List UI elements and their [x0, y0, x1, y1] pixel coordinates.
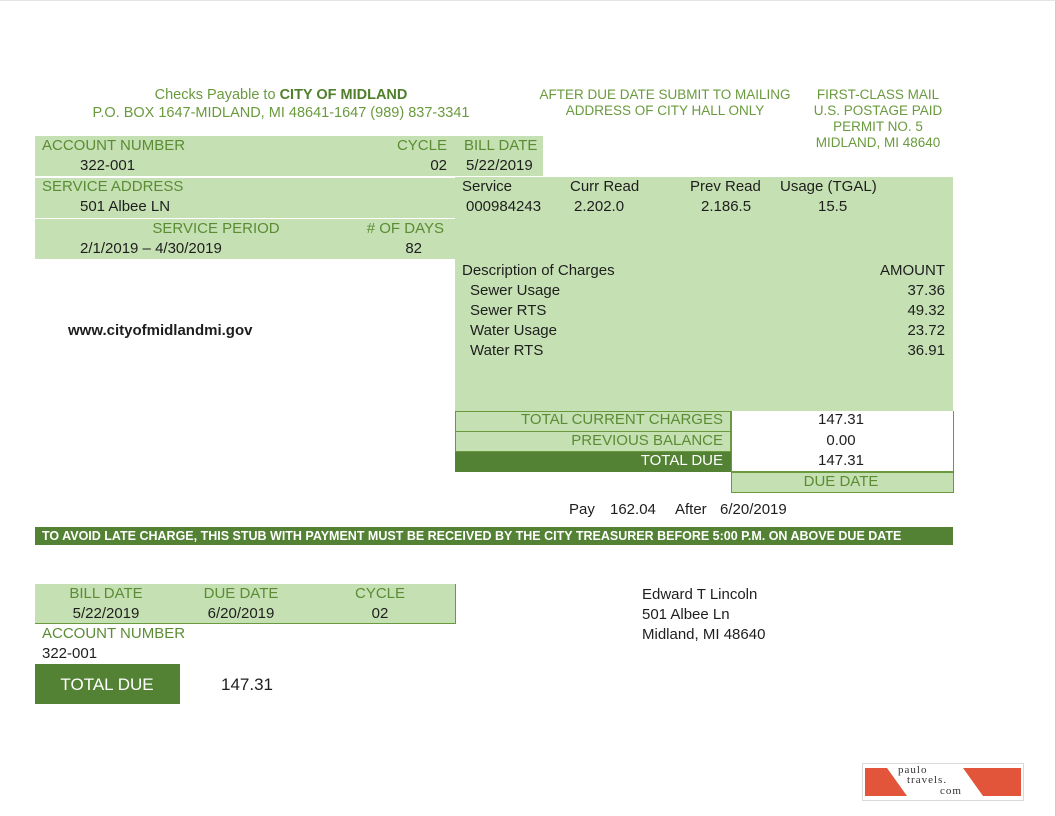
postage: MIDLAND, MI 48640 — [815, 135, 941, 150]
customer-name: Edward T Lincoln — [642, 586, 758, 603]
value: 6/20/2019 — [207, 605, 275, 622]
after-due-notice: ADDRESS OF CITY HALL ONLY — [565, 103, 765, 118]
checks-payable: Checks Payable to CITY OF MIDLAND — [155, 87, 408, 103]
total-value: 0.00 — [826, 432, 856, 449]
value: 2/1/2019 – 4/30/2019 — [80, 240, 222, 257]
late-label: After — [675, 501, 707, 518]
meter-header: Usage (TGAL) — [780, 178, 877, 195]
due-date-box — [731, 472, 954, 493]
label: BILL DATE — [464, 137, 538, 154]
label: SERVICE PERIOD — [152, 220, 280, 237]
value: 322-001 — [42, 645, 98, 662]
label: BILL DATE — [69, 585, 143, 602]
customer-address: 501 Albee Ln — [642, 606, 730, 623]
late-label: Pay — [569, 501, 595, 518]
total-label: TOTAL DUE — [640, 452, 723, 469]
label: CYCLE — [396, 137, 447, 154]
charge-description: Water RTS — [470, 342, 544, 359]
postage: FIRST-CLASS MAIL — [816, 87, 940, 102]
label: ACCOUNT NUMBER — [42, 625, 186, 642]
total-value: 147.31 — [818, 411, 864, 428]
charges-header: AMOUNT — [880, 262, 945, 279]
total-label: TOTAL CURRENT CHARGES — [521, 411, 723, 428]
charge-description: Sewer RTS — [470, 302, 547, 319]
meter-value: 2.202.0 — [574, 198, 625, 215]
value: 82 — [405, 240, 422, 257]
due-date-label: DUE DATE — [803, 473, 879, 490]
postage: PERMIT NO. 5 — [833, 119, 923, 134]
watermark-text: travels. — [907, 774, 948, 786]
service-address-box — [35, 178, 455, 218]
charge-description: Water Usage — [470, 322, 557, 339]
charges-header: Description of Charges — [462, 262, 615, 279]
charge-description: Sewer Usage — [470, 282, 561, 299]
notice-bar — [35, 527, 953, 545]
meter-header: Prev Read — [690, 178, 761, 195]
watermark-logo — [865, 768, 1021, 796]
stub-total-due-box — [35, 664, 180, 704]
label: DUE DATE — [203, 585, 279, 602]
after-due-notice: AFTER DUE DATE SUBMIT TO MAILING — [539, 87, 791, 102]
payable-prefix: Checks Payable to — [154, 87, 276, 103]
total-value: 147.31 — [818, 452, 864, 469]
previous-balance-box — [455, 431, 731, 452]
watermark-text: com — [940, 785, 962, 797]
logo-shape — [963, 768, 1021, 796]
charge-amount: 49.32 — [907, 302, 945, 319]
label: SERVICE ADDRESS — [42, 178, 184, 195]
website[interactable]: www.cityofmidlandmi.gov — [68, 322, 253, 339]
stub-box — [35, 584, 456, 624]
stub-total-value: 147.31 — [221, 675, 273, 694]
meter-header: Curr Read — [570, 178, 640, 195]
value: 501 Albee LN — [80, 198, 171, 215]
meter-header: Service — [462, 178, 513, 195]
account-box — [35, 136, 543, 176]
label: CYCLE — [354, 585, 406, 602]
meter-value: 000984243 — [466, 198, 542, 215]
watermark-text: paulo — [898, 764, 928, 776]
charge-amount: 37.36 — [907, 282, 945, 299]
charges-box — [455, 177, 953, 411]
value: 02 — [371, 605, 389, 622]
logo-shape — [865, 768, 907, 796]
stub-total-label: TOTAL DUE — [60, 675, 154, 694]
value: 5/22/2019 — [466, 157, 533, 174]
total-label: PREVIOUS BALANCE — [571, 432, 723, 449]
value: 322-001 — [80, 157, 136, 174]
meter-value: 2.186.5 — [701, 198, 752, 215]
amounts-box — [731, 411, 954, 472]
service-period-box — [35, 219, 455, 259]
customer-address: Midland, MI 48640 — [642, 626, 766, 643]
meter-value: 15.5 — [818, 198, 848, 215]
watermark-box — [862, 763, 1024, 801]
label: # OF DAYS — [366, 220, 444, 237]
late-value: 6/20/2019 — [720, 501, 787, 518]
value: 02 — [430, 157, 447, 174]
charge-amount: 23.72 — [907, 322, 945, 339]
late-value: 162.04 — [610, 501, 656, 518]
late-notice: TO AVOID LATE CHARGE, THIS STUB WITH PAY… — [42, 529, 902, 543]
payee-address: P.O. BOX 1647-MIDLAND, MI 48641-1647 (98… — [92, 105, 470, 121]
total-due-box — [455, 452, 731, 472]
label: ACCOUNT NUMBER — [42, 137, 186, 154]
payee: CITY OF MIDLAND — [279, 87, 408, 103]
value: 5/22/2019 — [72, 605, 140, 622]
postage: U.S. POSTAGE PAID — [813, 103, 943, 118]
charge-amount: 36.91 — [907, 342, 945, 359]
